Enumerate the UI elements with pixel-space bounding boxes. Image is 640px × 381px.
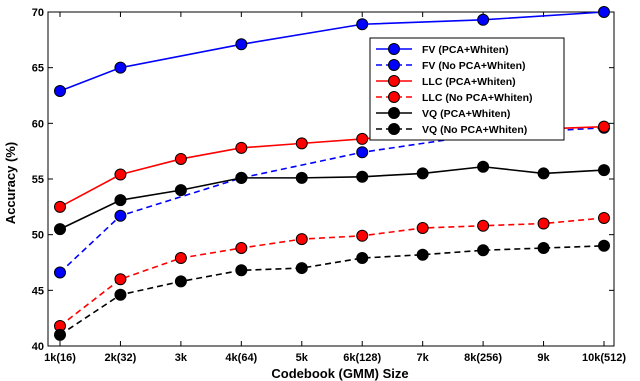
data-point xyxy=(115,274,126,285)
data-point xyxy=(115,169,126,180)
data-point xyxy=(599,165,610,176)
x-tick-label: 10k(512) xyxy=(582,352,626,364)
data-point xyxy=(296,263,307,274)
legend-label: LLC (PCA+Whiten) xyxy=(422,76,516,88)
y-tick-label: 55 xyxy=(32,174,44,186)
data-point xyxy=(478,245,489,256)
data-point xyxy=(55,86,66,97)
legend-label: LLC (No PCA+Whiten) xyxy=(422,92,533,104)
legend-entry: FV (PCA+Whiten) xyxy=(376,44,509,57)
legend-entry: VQ (PCA+Whiten) xyxy=(376,108,510,121)
data-point xyxy=(115,62,126,73)
data-point xyxy=(538,168,549,179)
y-tick-label: 65 xyxy=(32,63,44,75)
series-4 xyxy=(55,161,610,234)
series-line xyxy=(60,218,604,326)
data-point xyxy=(175,276,186,287)
data-point xyxy=(357,230,368,241)
data-point xyxy=(357,147,368,158)
data-point xyxy=(599,240,610,251)
x-tick-label: 6k(128) xyxy=(343,352,381,364)
data-point xyxy=(115,210,126,221)
data-point xyxy=(55,201,66,212)
data-point xyxy=(55,224,66,235)
series-line xyxy=(60,128,604,273)
data-point xyxy=(599,7,610,18)
data-point xyxy=(357,253,368,264)
data-point xyxy=(357,133,368,144)
x-tick-label: 7k xyxy=(417,352,430,364)
data-point xyxy=(296,234,307,245)
x-tick-label: 1k(16) xyxy=(44,352,76,364)
legend-label: VQ (PCA+Whiten) xyxy=(422,108,510,120)
data-point xyxy=(478,14,489,25)
legend-marker xyxy=(389,108,400,119)
y-tick-label: 70 xyxy=(32,7,44,19)
legend: FV (PCA+Whiten) FV (No PCA+Whiten) LLC (PC… xyxy=(370,38,564,140)
legend-label: FV (No PCA+Whiten) xyxy=(422,60,526,72)
legend-label: FV (PCA+Whiten) xyxy=(422,44,509,56)
y-tick-label: 45 xyxy=(32,285,44,297)
data-point xyxy=(55,329,66,340)
data-point xyxy=(236,265,247,276)
data-point xyxy=(175,185,186,196)
data-point xyxy=(175,153,186,164)
legend-marker xyxy=(389,124,400,135)
data-point xyxy=(478,220,489,231)
data-point xyxy=(236,243,247,254)
data-point xyxy=(417,168,428,179)
data-point xyxy=(599,121,610,132)
x-tick-label: 5k xyxy=(296,352,309,364)
x-tick-label: 2k(32) xyxy=(105,352,137,364)
data-point xyxy=(175,253,186,264)
data-point xyxy=(538,218,549,229)
y-axis-title: Accuracy (%) xyxy=(3,142,18,224)
y-tick-label: 40 xyxy=(32,341,44,353)
legend-marker xyxy=(389,76,400,87)
series-line xyxy=(60,167,604,229)
series-1 xyxy=(55,122,610,278)
data-point xyxy=(115,195,126,206)
data-point xyxy=(296,172,307,183)
data-point xyxy=(236,172,247,183)
data-point xyxy=(417,222,428,233)
data-point xyxy=(296,138,307,149)
series-5 xyxy=(55,240,610,340)
data-point xyxy=(478,161,489,172)
y-tick-label: 50 xyxy=(32,230,44,242)
legend-marker xyxy=(389,92,400,103)
x-axis-title: Codebook (GMM) Size xyxy=(271,366,408,381)
y-tick-label: 60 xyxy=(32,118,44,130)
data-point xyxy=(115,289,126,300)
data-point xyxy=(538,243,549,254)
data-point xyxy=(357,19,368,30)
x-tick-label: 9k xyxy=(537,352,550,364)
data-point xyxy=(417,249,428,260)
x-tick-label: 3k xyxy=(175,352,188,364)
legend-marker xyxy=(389,44,400,55)
legend-marker xyxy=(389,60,400,71)
x-tick-label: 8k(256) xyxy=(464,352,502,364)
series-line xyxy=(60,246,604,335)
data-point xyxy=(236,142,247,153)
legend-entry: LLC (PCA+Whiten) xyxy=(376,76,516,89)
x-tick-label: 4k(64) xyxy=(225,352,257,364)
series-3 xyxy=(55,212,610,331)
data-point xyxy=(55,267,66,278)
data-point xyxy=(599,212,610,223)
data-point xyxy=(357,171,368,182)
legend-label: VQ (No PCA+Whiten) xyxy=(422,124,527,136)
data-point xyxy=(236,39,247,50)
